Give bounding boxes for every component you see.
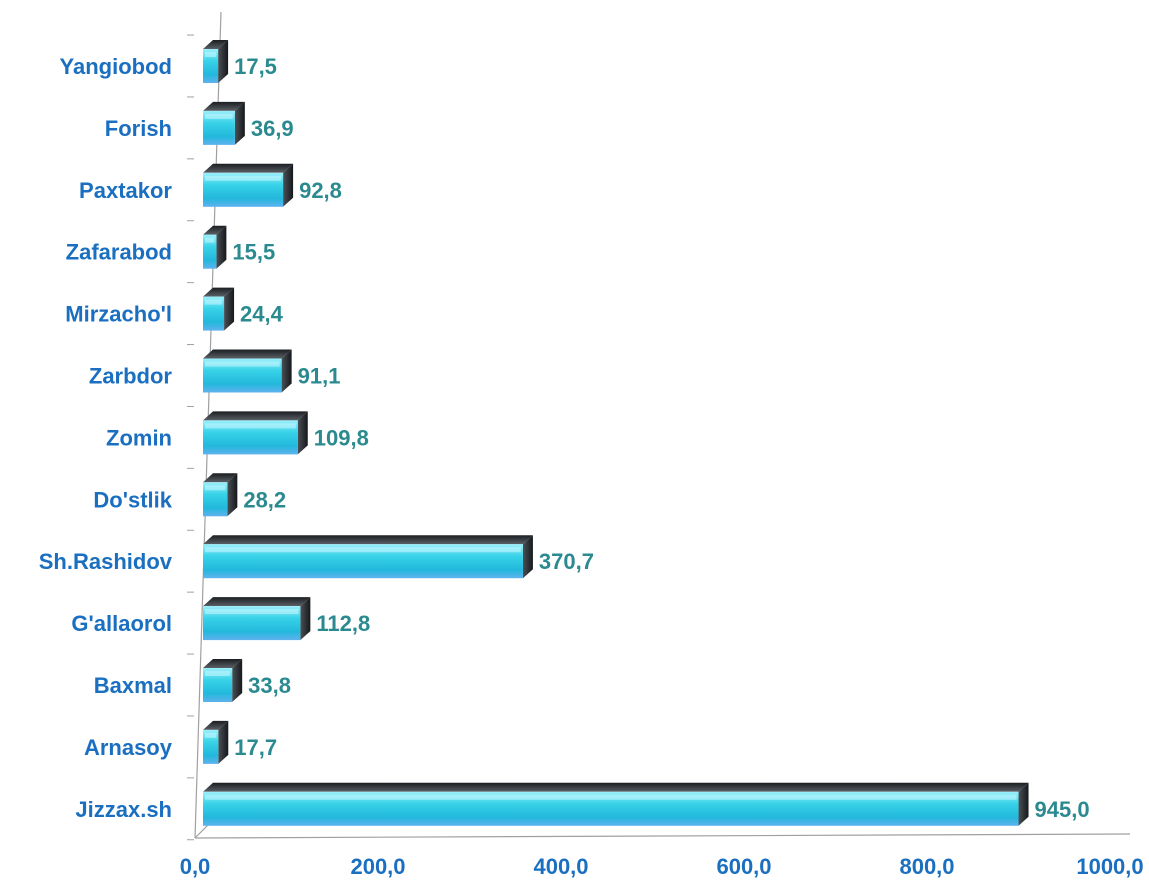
category-label: Arnasoy [84, 735, 173, 760]
value-label: 28,2 [243, 487, 286, 512]
bar-highlight [205, 361, 280, 367]
bar-top-face [203, 349, 292, 359]
bar [203, 535, 533, 579]
bar-side-face [234, 101, 245, 145]
bar [203, 720, 229, 764]
x-tick-labels: 0,0 200,0 400,0 600,0 800,0 1000,0 [180, 854, 1144, 879]
category-label: Paxtakor [79, 178, 172, 203]
bar-top-face [203, 535, 533, 545]
bar-top-face [203, 720, 229, 730]
bar [203, 473, 238, 517]
bar-top-face [203, 473, 238, 483]
bars-group [203, 40, 1029, 826]
value-label: 92,8 [299, 178, 342, 203]
value-label: 36,9 [251, 116, 294, 141]
category-label: Zarbdor [89, 364, 173, 389]
category-label: Baxmal [94, 673, 172, 698]
bar-front-face [203, 729, 219, 764]
value-label: 945,0 [1035, 797, 1090, 822]
bar-highlight [205, 299, 223, 305]
x-tick-label: 1000,0 [1076, 854, 1143, 879]
bar-side-face [300, 597, 311, 641]
bar-side-face [232, 659, 243, 702]
bar-top-face [203, 287, 235, 297]
value-label: 17,7 [234, 735, 277, 760]
value-label: 109,8 [314, 425, 369, 450]
bar-side-face [218, 40, 229, 83]
bar-front-face [203, 296, 225, 331]
value-label: 24,4 [240, 302, 284, 327]
bar-top-face [203, 225, 227, 235]
bar-side-face [1018, 782, 1029, 826]
bar-highlight [205, 609, 299, 615]
bar-side-face [522, 535, 533, 579]
x-axis-line [194, 833, 1131, 839]
value-label: 112,8 [316, 611, 370, 636]
category-label: Do'stlik [93, 487, 172, 512]
bar-highlight [205, 485, 226, 491]
category-label: Sh.Rashidov [39, 549, 173, 574]
bar-highlight [205, 671, 231, 676]
bar-top-face [203, 597, 311, 607]
bar [203, 782, 1029, 826]
bar-side-face [281, 349, 292, 393]
category-label: Yangiobod [60, 54, 172, 79]
value-label: 370,7 [539, 549, 594, 574]
category-label: G'allaorol [71, 611, 172, 636]
category-label: Jizzax.sh [75, 797, 172, 822]
x-tick-label: 800,0 [899, 854, 954, 879]
bar-side-face [224, 287, 235, 331]
bar [203, 225, 227, 269]
bar-side-face [227, 473, 238, 517]
bar-highlight [205, 175, 282, 181]
bar-side-face [218, 720, 229, 764]
bar [203, 101, 245, 145]
value-label: 15,5 [232, 240, 275, 265]
bar-highlight [205, 732, 217, 738]
category-label: Forish [105, 116, 172, 141]
bar-top-face [203, 782, 1029, 792]
bar-top-face [203, 40, 229, 49]
bar [203, 597, 311, 641]
category-label: Zafarabod [66, 240, 172, 265]
value-label: 17,5 [234, 54, 277, 79]
bar-highlight [205, 547, 521, 553]
bar [203, 163, 294, 207]
bar-top-face [203, 659, 243, 668]
bar-highlight [205, 423, 296, 429]
bar [203, 40, 229, 83]
value-labels: 17,5 36,9 92,8 15,5 24,4 91,1 109,8 28,2 370,7 11… [232, 54, 1089, 822]
bar [203, 287, 235, 331]
category-label: Zomin [106, 425, 172, 450]
bar-top-face [203, 101, 245, 111]
bar-highlight [205, 113, 233, 119]
value-label: 91,1 [298, 364, 341, 389]
bar-side-face [297, 411, 308, 455]
bar-top-face [203, 411, 308, 421]
value-label: 33,8 [248, 673, 291, 698]
bar [203, 411, 308, 455]
bar [203, 349, 292, 393]
bar-top-face [203, 163, 294, 173]
category-labels: Yangiobod Forish Paxtakor Zafarabod Mirzacho… [39, 54, 173, 822]
x-tick-label: 0,0 [180, 854, 211, 879]
bar-front-face [203, 234, 217, 269]
bar-highlight [205, 52, 217, 57]
x-tick-label: 600,0 [716, 854, 771, 879]
bar-highlight [205, 794, 1017, 800]
bar-front-face [203, 49, 219, 83]
bar-side-face [216, 225, 227, 269]
x-tick-label: 400,0 [533, 854, 588, 879]
bar-highlight [205, 237, 215, 243]
bar-side-face [283, 163, 294, 207]
bar [203, 659, 243, 702]
x-tick-label: 200,0 [350, 854, 405, 879]
category-label: Mirzacho'l [65, 302, 172, 327]
